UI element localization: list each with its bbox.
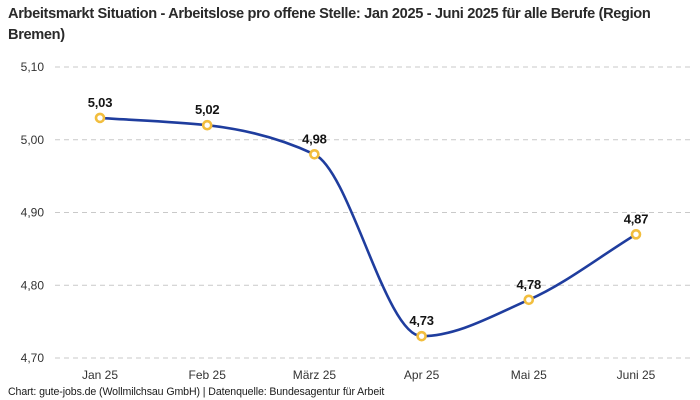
data-point-marker: [416, 330, 427, 342]
y-axis-tick-label: 4,80: [21, 278, 45, 292]
y-axis-tick-label: 5,10: [21, 60, 45, 74]
data-point-label: 4,78: [517, 277, 542, 292]
x-axis-tick-label: März 25: [293, 368, 337, 382]
data-point-label: 4,87: [624, 211, 649, 226]
y-axis-tick-label: 5,00: [21, 133, 45, 147]
data-point-label: 4,98: [302, 131, 327, 146]
x-axis-tick-label: Juni 25: [617, 368, 656, 382]
x-axis-tick-label: Apr 25: [404, 368, 440, 382]
x-axis-tick-label: Jan 25: [82, 368, 118, 382]
chart-title: Arbeitsmarkt Situation - Arbeitslose pro…: [8, 6, 651, 43]
y-axis-tick-label: 4,90: [21, 206, 45, 220]
data-point-label: 5,02: [195, 102, 220, 117]
x-axis-tick-label: Feb 25: [189, 368, 227, 382]
data-line: [98, 116, 638, 338]
data-point-label: 4,73: [409, 313, 434, 328]
y-axis-tick-label: 4,70: [21, 351, 45, 365]
data-point-marker: [630, 229, 642, 240]
x-axis-tick-label: Mai 25: [511, 368, 547, 382]
data-point-marker: [94, 112, 106, 124]
data-point-marker: [201, 119, 213, 131]
chart-attribution: Chart: gute-jobs.de (Wollmilchsau GmbH) …: [8, 386, 385, 398]
data-point-label: 5,03: [88, 95, 113, 110]
data-point-marker: [523, 294, 535, 306]
data-point-marker: [309, 149, 320, 160]
